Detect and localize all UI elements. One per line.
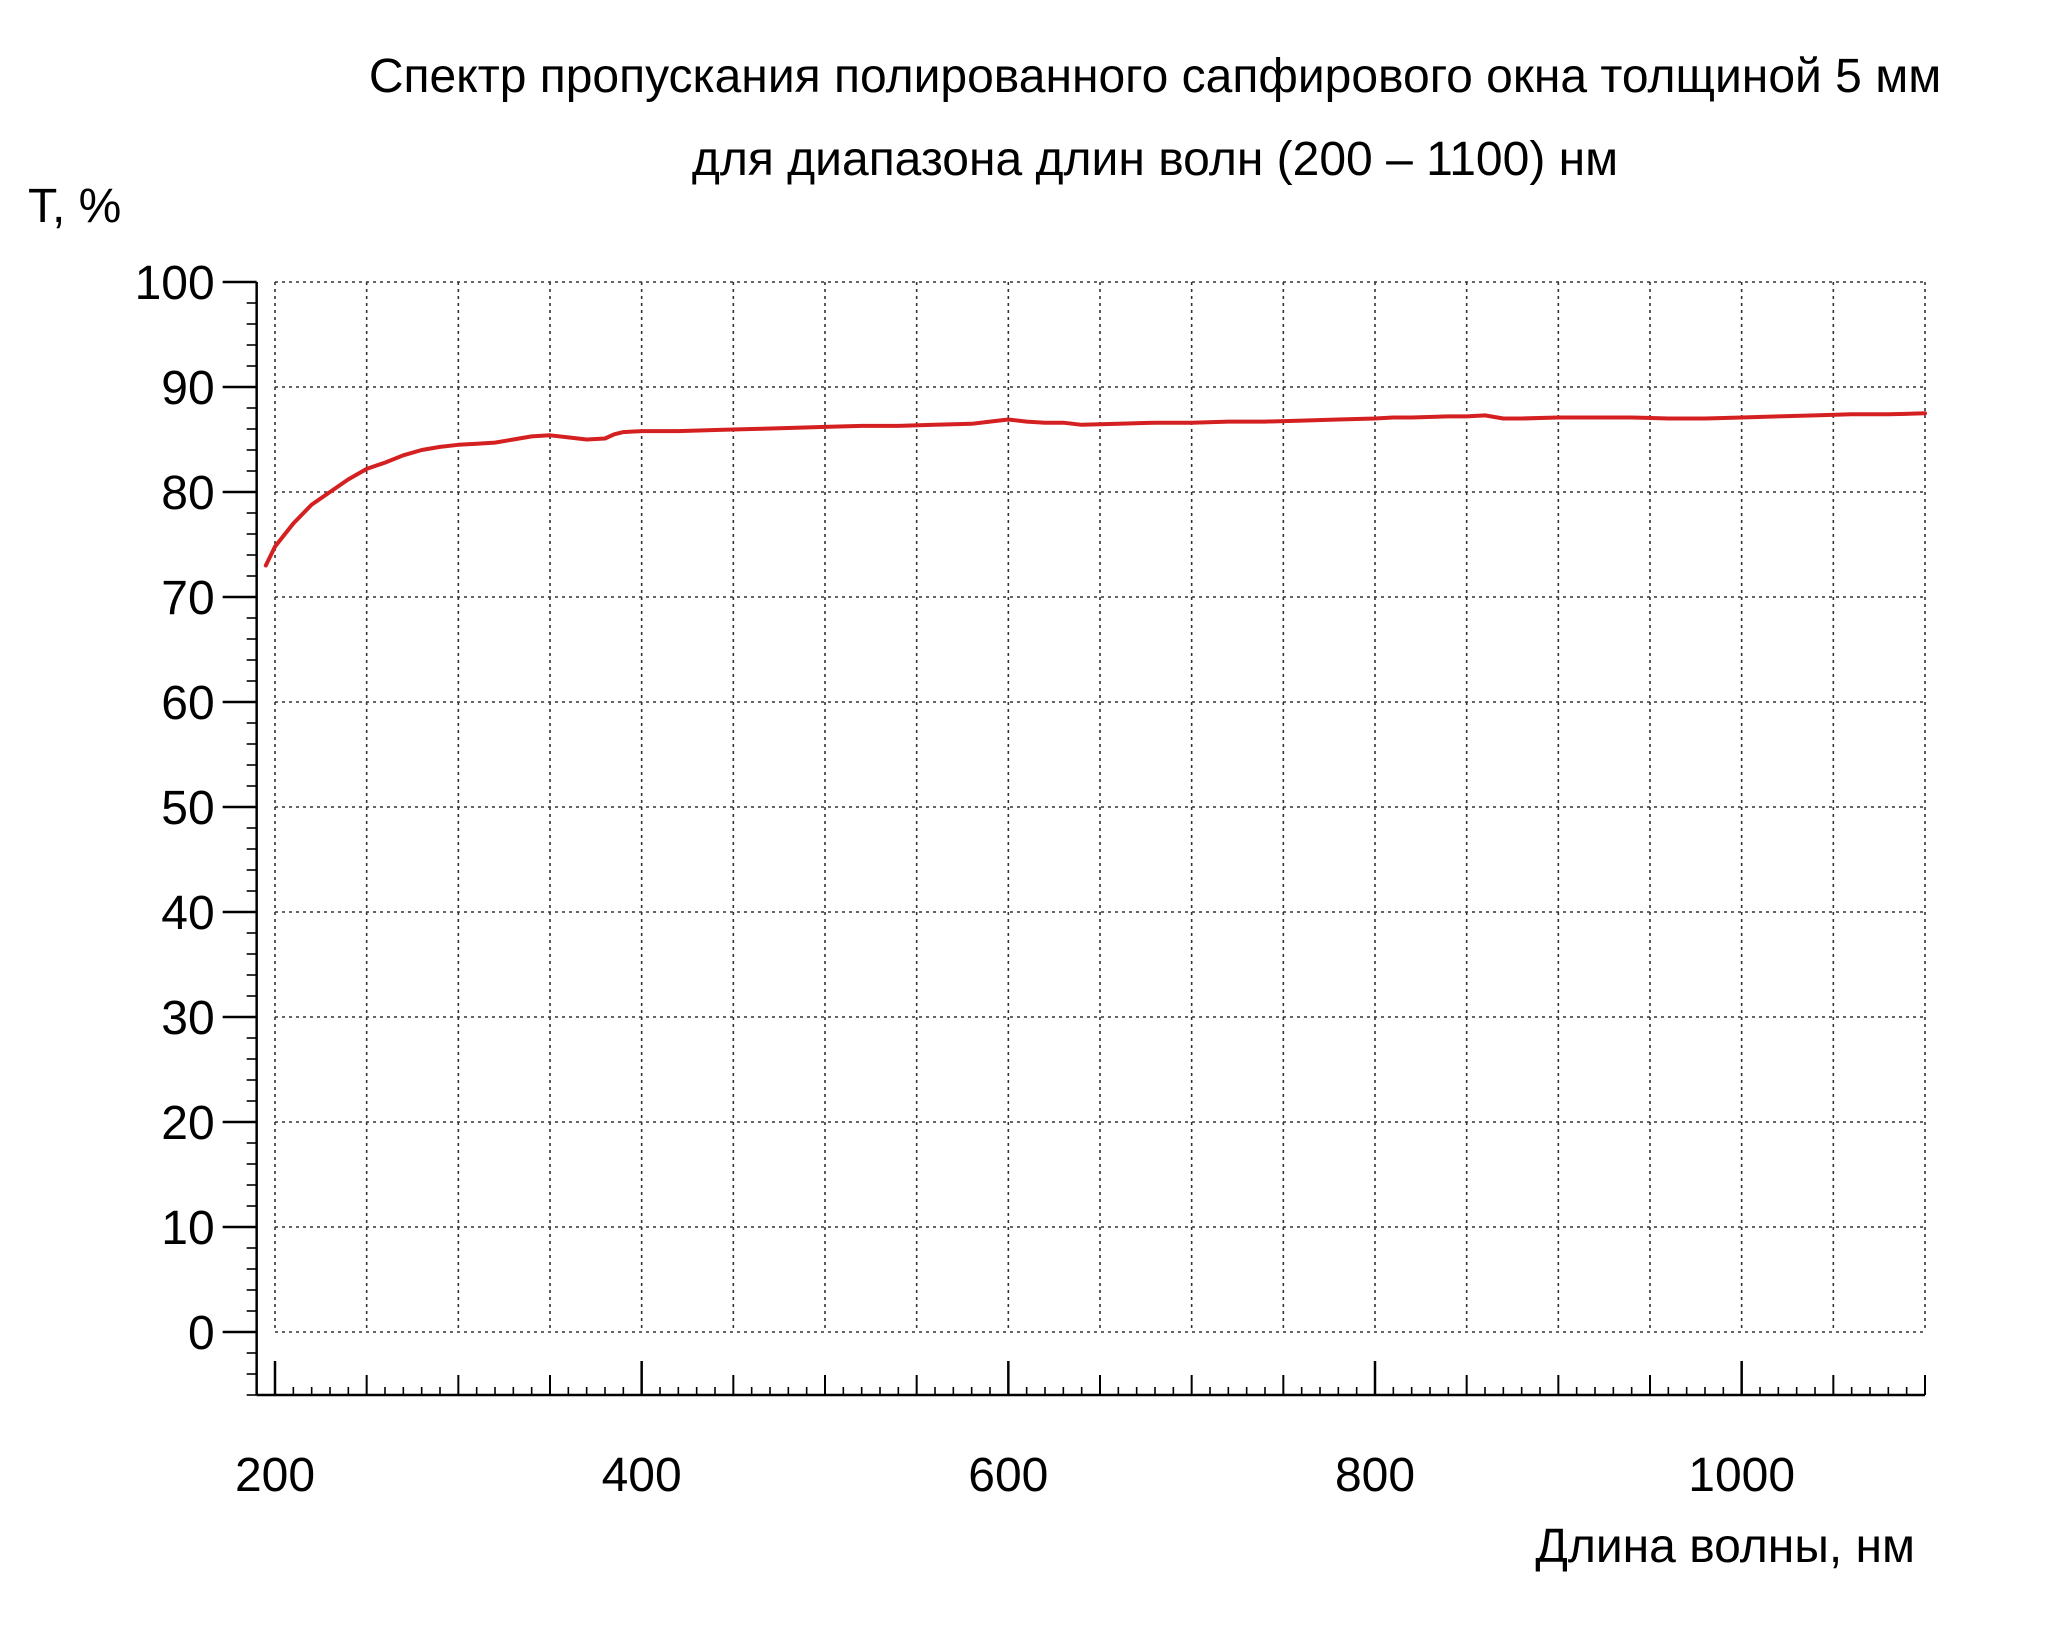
y-axis-label: T, % xyxy=(28,180,121,233)
x-tick-label: 600 xyxy=(968,1449,1048,1502)
y-tick-label: 100 xyxy=(135,257,215,310)
y-tick-label: 40 xyxy=(161,887,214,940)
chart-title: Спектр пропускания полированного сапфиро… xyxy=(369,50,1941,103)
y-tick-label: 10 xyxy=(161,1202,214,1255)
y-tick-label: 90 xyxy=(161,362,214,415)
y-tick-label: 0 xyxy=(188,1307,215,1360)
y-tick-label: 70 xyxy=(161,572,214,625)
y-tick-label: 60 xyxy=(161,677,214,730)
x-axis-label: Длина волны, нм xyxy=(1535,1520,1915,1573)
x-tick-label: 800 xyxy=(1335,1449,1415,1502)
y-tick-label: 20 xyxy=(161,1097,214,1150)
grid xyxy=(274,281,1926,1333)
y-tick-label: 30 xyxy=(161,992,214,1045)
x-tick-label: 1000 xyxy=(1688,1449,1795,1502)
tick-labels: 0 10 20 30 40 50 60 70 80 90 100 200 400 600 800 1000 xyxy=(135,257,1795,1502)
x-tick-label: 400 xyxy=(602,1449,682,1502)
x-tick-label: 200 xyxy=(235,1449,315,1502)
y-tick-label: 80 xyxy=(161,467,214,520)
chart-subtitle: для диапазона длин волн (200 – 1100) нм xyxy=(692,133,1618,186)
series-layer xyxy=(263,411,1927,568)
transmission-series-line xyxy=(263,411,1927,568)
axes xyxy=(222,280,1926,1397)
y-tick-label: 50 xyxy=(161,782,214,835)
